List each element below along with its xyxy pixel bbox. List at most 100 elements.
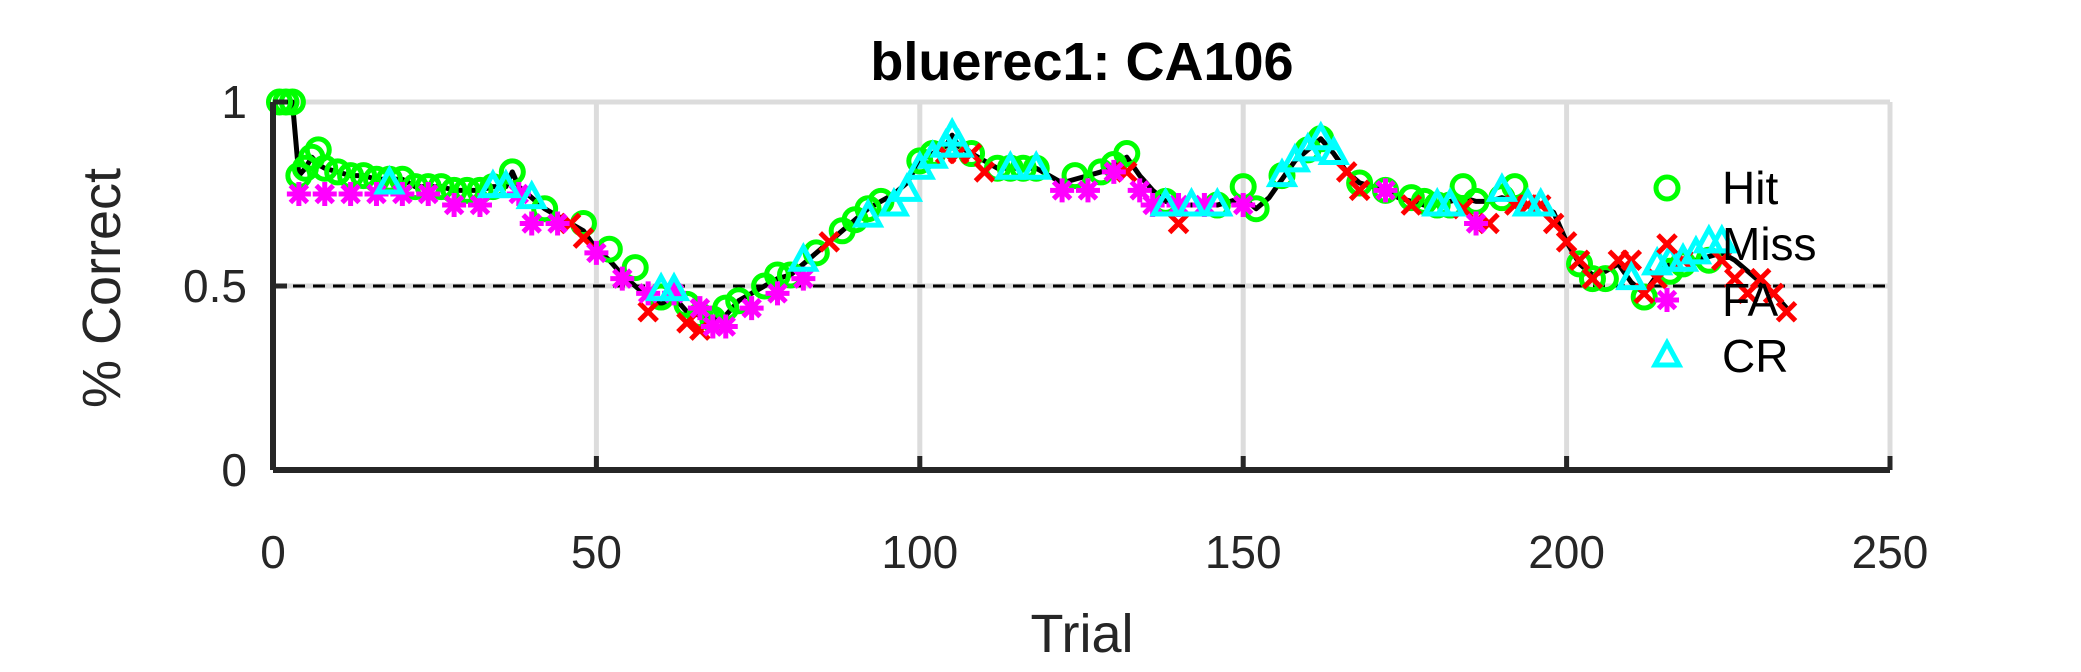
x-axis-label: Trial bbox=[1031, 604, 1134, 664]
marker-fa bbox=[700, 314, 725, 339]
trial-markers bbox=[265, 88, 1798, 341]
x-tick-label: 50 bbox=[571, 526, 622, 578]
marker-miss bbox=[1581, 267, 1604, 290]
chart-title: bluerec1: CA106 bbox=[870, 32, 1293, 92]
marker-cr bbox=[1304, 120, 1338, 151]
marker-fa bbox=[1231, 193, 1256, 218]
marker-hit bbox=[350, 162, 378, 190]
marker-hit bbox=[1397, 184, 1425, 212]
marker-cr bbox=[1433, 186, 1467, 217]
marker-miss bbox=[1775, 300, 1798, 323]
marker-miss bbox=[1711, 249, 1733, 272]
marker-fa bbox=[338, 182, 363, 206]
marker-miss bbox=[1348, 179, 1371, 202]
marker-fa bbox=[312, 182, 337, 206]
marker-miss bbox=[1335, 161, 1358, 183]
marker-fa bbox=[662, 281, 687, 306]
marker-fa bbox=[467, 193, 492, 218]
marker-cr bbox=[489, 168, 523, 199]
marker-cr bbox=[1149, 186, 1182, 217]
marker-cr bbox=[1020, 150, 1053, 180]
marker-miss bbox=[1167, 212, 1190, 235]
marker-miss bbox=[1542, 212, 1565, 235]
marker-hit bbox=[453, 176, 481, 204]
marker-fa bbox=[1464, 211, 1489, 236]
marker-miss bbox=[1620, 249, 1643, 272]
marker-fa bbox=[610, 266, 635, 291]
marker-fa bbox=[765, 281, 790, 306]
marker-cr bbox=[1524, 186, 1557, 217]
marker-fa bbox=[1101, 159, 1126, 184]
marker-cr bbox=[1666, 242, 1700, 272]
legend-label-hit: Hit bbox=[1722, 162, 1778, 214]
marker-cr bbox=[942, 127, 975, 158]
y-axis-label: % Correct bbox=[72, 168, 132, 408]
legend-marker-fa bbox=[1655, 288, 1679, 312]
marker-fa bbox=[1140, 193, 1165, 218]
marker-cr bbox=[851, 197, 885, 228]
marker-cr bbox=[994, 150, 1027, 180]
marker-cr bbox=[1175, 186, 1208, 217]
marker-miss bbox=[637, 300, 659, 323]
marker-cr bbox=[657, 271, 691, 302]
marker-fa bbox=[636, 281, 661, 306]
marker-fa bbox=[1050, 178, 1075, 203]
legend-marker-miss bbox=[1656, 233, 1678, 255]
marker-cr bbox=[890, 172, 924, 202]
legend-label-cr: CR bbox=[1722, 330, 1788, 382]
marker-cr bbox=[1201, 186, 1234, 217]
marker-fa bbox=[584, 240, 609, 265]
marker-hit bbox=[1346, 169, 1374, 197]
axes bbox=[270, 99, 1893, 473]
marker-fa bbox=[713, 314, 738, 339]
marker-fa bbox=[545, 211, 570, 236]
marker-miss bbox=[1400, 194, 1423, 216]
marker-miss bbox=[1762, 282, 1785, 305]
marker-fa bbox=[1192, 193, 1217, 218]
marker-cr bbox=[1317, 135, 1350, 166]
marker-fa bbox=[687, 296, 712, 321]
x-tick-label: 200 bbox=[1528, 526, 1605, 578]
marker-fa bbox=[286, 182, 311, 206]
marker-cr bbox=[1265, 157, 1299, 188]
marker-cr bbox=[787, 242, 820, 272]
marker-hit bbox=[324, 158, 352, 186]
marker-fa bbox=[1373, 178, 1398, 203]
legend-label-fa: FA bbox=[1722, 274, 1779, 326]
marker-fa bbox=[791, 266, 816, 291]
marker-fa bbox=[1127, 178, 1152, 203]
legend-label-miss: Miss bbox=[1722, 218, 1817, 270]
marker-miss bbox=[818, 231, 841, 253]
marker-hit bbox=[311, 154, 339, 182]
tick-labels: 0 50 100 150 200 250 0 0.5 1 bbox=[183, 76, 1928, 578]
x-tick-label: 0 bbox=[260, 526, 286, 578]
marker-fa bbox=[1075, 178, 1100, 203]
marker-hit bbox=[1578, 265, 1606, 293]
marker-cr bbox=[373, 164, 406, 195]
y-tick-label: 1 bbox=[221, 76, 247, 128]
marker-fa bbox=[1166, 193, 1191, 218]
marker-miss bbox=[973, 161, 996, 183]
marker-miss bbox=[1555, 231, 1578, 253]
marker-cr bbox=[1705, 223, 1739, 254]
marker-fa bbox=[442, 193, 467, 218]
y-tick-label: 0 bbox=[221, 444, 247, 496]
marker-cr bbox=[877, 186, 911, 217]
marker-hit bbox=[1061, 162, 1089, 190]
marker-cr bbox=[515, 179, 548, 210]
x-tick-label: 150 bbox=[1205, 526, 1282, 578]
x-tick-label: 250 bbox=[1852, 526, 1929, 578]
marker-cr bbox=[1615, 260, 1648, 291]
legend-marker-hit bbox=[1653, 174, 1681, 202]
marker-cr bbox=[1485, 172, 1519, 202]
marker-hit bbox=[1113, 140, 1141, 168]
marker-miss bbox=[1568, 249, 1591, 272]
marker-fa bbox=[416, 182, 441, 206]
y-tick-label: 0.5 bbox=[183, 260, 247, 312]
marker-fa bbox=[739, 296, 764, 321]
x-tick-label: 100 bbox=[881, 526, 958, 578]
legend-marker-cr bbox=[1650, 337, 1684, 368]
